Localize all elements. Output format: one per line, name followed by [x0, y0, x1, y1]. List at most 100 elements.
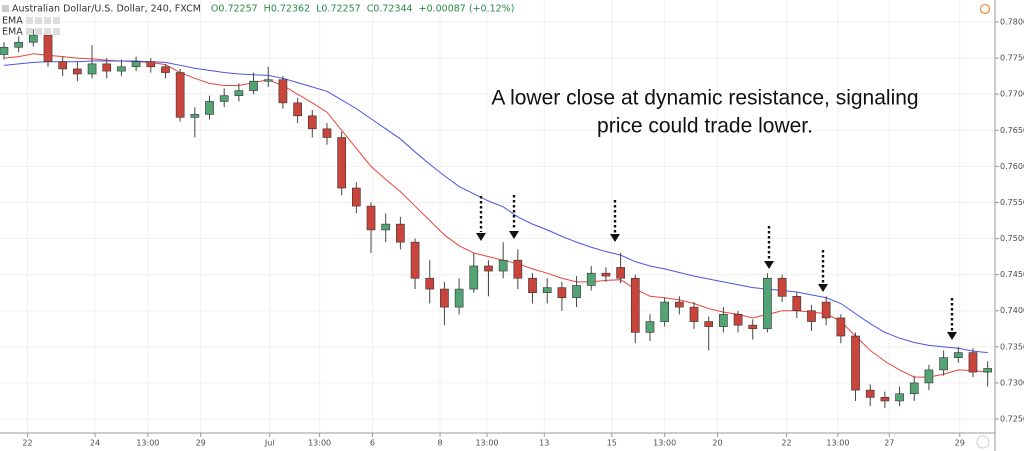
candle-body	[440, 288, 449, 308]
candle-body	[763, 277, 772, 330]
candle-body	[909, 382, 919, 395]
candle-body	[263, 79, 273, 82]
x-tick-label: 22	[22, 439, 32, 448]
candle-body	[557, 287, 567, 299]
candle-body	[660, 301, 669, 322]
candle-body	[131, 61, 141, 68]
candle-body	[939, 357, 948, 371]
candle-body	[748, 324, 758, 330]
ohlc-value: +0.00087 (+0.12%)	[419, 4, 515, 15]
candle-body	[792, 295, 802, 312]
candle-body	[293, 102, 302, 117]
candle-body	[689, 306, 699, 322]
candle-body	[219, 95, 229, 102]
annotation-line-2: price could trade lower.	[597, 115, 813, 138]
candle-body	[58, 61, 68, 70]
candle-body	[161, 66, 170, 73]
candle-body	[630, 277, 640, 333]
x-tick-label: 13	[539, 439, 549, 448]
candle-body	[396, 223, 405, 243]
x-tick-label: 15	[607, 439, 617, 448]
ohlc-value: H0.72362	[264, 4, 310, 15]
candle-body	[821, 301, 831, 319]
candle-body	[87, 63, 97, 75]
candle-body	[498, 259, 508, 272]
candle-body	[513, 259, 523, 279]
candle-body	[528, 277, 537, 293]
candle-body	[704, 321, 714, 327]
candle-body	[807, 310, 816, 322]
candle-body	[410, 241, 420, 279]
candle-body	[880, 397, 890, 402]
x-tick-label: 27	[884, 439, 894, 448]
ema-line	[3, 60, 988, 354]
axes: 0.72500 0.73000 0.73500 0.74000 0.74500 0.750…	[22, 18, 1024, 448]
y-tick-label: 0.77500	[1000, 54, 1024, 63]
candle-body	[0, 46, 9, 55]
candle-body	[719, 314, 728, 327]
x-tick-label: 13:00	[653, 439, 676, 448]
legend-buttons[interactable]	[26, 17, 60, 35]
candles	[0, 29, 992, 409]
y-tick-label: 0.75500	[1000, 198, 1024, 207]
arrows	[479, 195, 954, 331]
candle-body	[484, 265, 493, 272]
ohlc-values: O0.72257 H0.72362 L0.72257 C0.72344 +0.00087…	[211, 4, 515, 15]
candle-body	[175, 72, 185, 118]
candle-body	[851, 335, 860, 391]
annotation-line-1: A lower close at dynamic resistance, sig…	[491, 87, 918, 110]
candle-body	[968, 352, 978, 373]
candle-body	[601, 272, 611, 277]
x-tick-label: 24	[90, 439, 100, 448]
x-tick-label: 13:00	[136, 439, 159, 448]
candle-body	[117, 66, 126, 72]
ohlc-value: L0.72257	[316, 4, 361, 15]
y-tick-label: 0.73000	[1000, 378, 1024, 387]
candle-body	[542, 287, 552, 293]
y-tick-label: 0.78000	[1000, 18, 1024, 27]
candle-body	[351, 187, 361, 207]
grid	[0, 0, 995, 433]
x-tick-label: 29	[196, 439, 206, 448]
symbol-title: Australian Dollar/U.S. Dollar, 240, FXCM	[12, 4, 201, 15]
candle-body	[469, 265, 479, 290]
legend-ema-1: EMA	[2, 16, 23, 27]
candle-body	[337, 137, 346, 189]
ohlc-value: O0.72257	[211, 4, 258, 15]
alert-icon[interactable]	[979, 3, 991, 15]
scroll-button[interactable]	[976, 435, 990, 449]
candle-body	[381, 223, 391, 231]
candle-body	[307, 115, 317, 130]
x-tick-label: 29	[955, 439, 965, 448]
candle-body	[205, 101, 214, 115]
x-tick-label: 8	[437, 439, 442, 448]
candle-body	[454, 288, 464, 308]
y-tick-label: 0.74000	[1000, 306, 1024, 315]
candle-body	[586, 272, 596, 286]
candle-body	[425, 277, 435, 290]
ohlc-value: C0.72344	[367, 4, 413, 15]
candle-body	[953, 352, 963, 358]
candle-body	[249, 80, 258, 91]
x-tick-label: 22	[781, 439, 791, 448]
y-tick-label: 0.73500	[1000, 342, 1024, 351]
y-tick-label: 0.72500	[1000, 414, 1024, 423]
y-tick-label: 0.74500	[1000, 270, 1024, 279]
x-tick-label: 6	[370, 439, 375, 448]
x-tick-label: 20	[712, 439, 722, 448]
candle-body	[146, 61, 156, 68]
candle-body	[572, 285, 581, 299]
symbol-icon	[2, 5, 9, 12]
candle-body	[43, 34, 53, 63]
candle-body	[777, 277, 787, 297]
legend-ema-2: EMA	[2, 27, 23, 38]
candle-body	[616, 267, 625, 279]
candle-body	[836, 317, 846, 337]
candle-body	[645, 321, 655, 333]
candle-body	[733, 314, 743, 326]
candle-body	[73, 68, 82, 75]
y-tick-label: 0.75000	[1000, 234, 1024, 243]
y-tick-label: 0.77000	[1000, 90, 1024, 99]
candle-body	[865, 389, 875, 398]
